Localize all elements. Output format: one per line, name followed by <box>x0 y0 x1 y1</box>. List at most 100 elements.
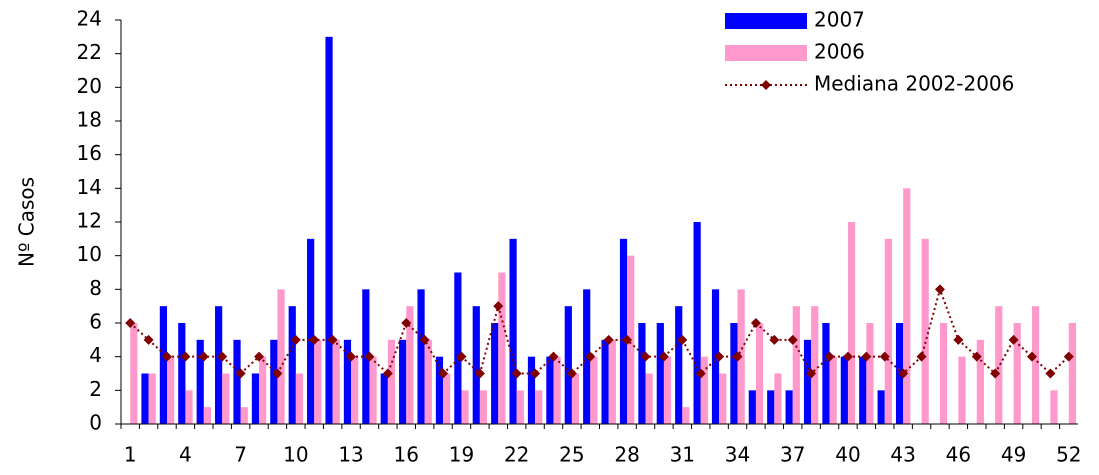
bar <box>958 356 966 424</box>
median-marker <box>1045 368 1056 379</box>
bar <box>332 339 340 424</box>
x-tick-label: 13 <box>338 443 363 467</box>
median-marker <box>143 334 154 345</box>
bar <box>829 356 837 424</box>
bar <box>215 306 223 424</box>
bar <box>700 356 708 424</box>
median-marker <box>1063 351 1074 362</box>
median-marker <box>695 368 706 379</box>
bar <box>590 356 598 424</box>
median-line <box>129 286 1070 376</box>
x-tick-label: 34 <box>725 443 750 467</box>
bar <box>424 339 432 424</box>
bar <box>479 390 488 424</box>
bar <box>498 272 506 424</box>
bar <box>178 323 186 424</box>
median-marker <box>1026 351 1037 362</box>
median-marker <box>217 351 228 362</box>
median-marker <box>327 334 338 345</box>
bar <box>148 373 156 424</box>
median-marker <box>603 334 614 345</box>
bar <box>656 323 664 424</box>
bar <box>1068 323 1076 424</box>
median-marker <box>180 351 191 362</box>
bar <box>1031 306 1040 424</box>
bar <box>995 306 1003 424</box>
median-marker <box>898 368 909 379</box>
x-tick-label: 16 <box>394 443 419 467</box>
x-tick-label: 4 <box>179 443 192 467</box>
legend-label: Mediana 2002-2006 <box>814 72 1014 96</box>
bar <box>196 339 204 424</box>
bar <box>454 272 462 424</box>
bar <box>822 323 830 424</box>
bar <box>847 222 856 424</box>
y-tick-label: 8 <box>89 276 102 300</box>
x-tick-label: 25 <box>559 443 584 467</box>
x-tick-label: 22 <box>504 443 529 467</box>
bar <box>516 390 524 424</box>
y-tick-label: 10 <box>77 242 102 266</box>
x-tick-label: 7 <box>234 443 247 467</box>
median-marker <box>530 368 541 379</box>
x-tick-label: 10 <box>283 443 308 467</box>
bar <box>141 373 149 424</box>
legend-marker <box>761 80 771 90</box>
bar <box>730 323 738 424</box>
bar <box>159 306 168 424</box>
y-tick-label: 14 <box>77 175 102 199</box>
bar <box>399 339 407 424</box>
y-tick-label: 24 <box>77 7 102 31</box>
median-marker <box>640 351 651 362</box>
y-tick-label: 4 <box>89 343 102 367</box>
bar <box>387 339 396 424</box>
bar <box>546 356 554 424</box>
bar <box>203 407 212 424</box>
bar <box>619 238 628 424</box>
y-tick-label: 12 <box>77 209 102 233</box>
median-marker <box>162 351 173 362</box>
bar <box>167 356 175 424</box>
bar <box>369 356 377 424</box>
median-marker <box>990 368 1001 379</box>
bar <box>535 390 543 424</box>
bar <box>608 339 616 424</box>
x-tick-label: 1 <box>124 443 137 467</box>
bar <box>859 356 867 424</box>
bar <box>645 373 653 424</box>
bar <box>185 390 193 424</box>
median-marker <box>493 301 504 312</box>
median-marker <box>732 351 743 362</box>
median-marker <box>290 334 301 345</box>
median-marker <box>934 284 945 295</box>
x-tick-label: 49 <box>1001 443 1026 467</box>
bar <box>564 306 572 424</box>
bar <box>877 390 885 424</box>
median-marker <box>824 351 835 362</box>
x-tick-label: 43 <box>890 443 915 467</box>
bar <box>719 373 727 424</box>
y-tick-label: 16 <box>77 141 102 165</box>
y-tick-label: 20 <box>77 74 102 98</box>
bar <box>343 339 352 424</box>
bar <box>417 289 425 424</box>
median-marker <box>714 351 725 362</box>
median-marker <box>346 351 357 362</box>
median-marker <box>198 351 209 362</box>
bar <box>767 390 775 424</box>
median-marker <box>382 368 393 379</box>
bar <box>976 339 984 424</box>
x-tick-label: 28 <box>614 443 639 467</box>
bar <box>866 323 874 424</box>
bar <box>811 306 819 424</box>
legend-label: 2007 <box>814 8 865 32</box>
median-marker <box>511 368 522 379</box>
y-tick-label: 18 <box>77 108 102 132</box>
median-marker <box>879 351 890 362</box>
median-marker <box>842 351 853 362</box>
median-marker <box>272 368 283 379</box>
bar <box>443 373 451 424</box>
median-marker <box>1008 334 1019 345</box>
bar <box>527 356 536 424</box>
median-marker <box>953 334 964 345</box>
